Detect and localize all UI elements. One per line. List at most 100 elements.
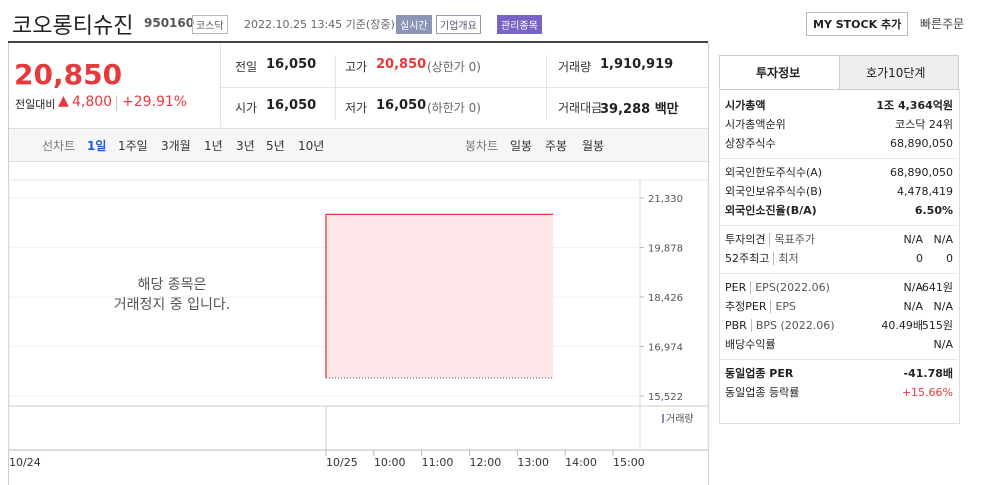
y-tick-label: 18,426 [648,293,683,304]
info-value: N/A [933,300,953,313]
period-tab[interactable]: 1주일 [118,139,148,153]
quote-note: (상한가 0) [427,60,481,74]
area [326,214,554,378]
quote-value: 16,050 [266,98,317,113]
info-row: 외국인한도주식수(A) 68,890,050 [725,164,953,182]
quote-note: (하한가 0) [427,101,481,115]
x-tick-label: 10/25 [326,456,358,469]
info-label: 동일업종 등락률 [725,386,800,399]
info-value: N/A [903,233,923,246]
change-label: 전일대비 [15,98,56,111]
info-label: 시가총액순위 [725,118,786,131]
quote-label: 시가 [235,101,258,115]
quote-value: 16,050 [376,98,427,113]
quote-label: 거래대금 [558,101,603,115]
rule [720,158,957,159]
rule [720,359,957,360]
market-badge: 코스닥 [192,15,228,34]
info-value: 0 [916,252,923,265]
stock-name: 코오롱티슈진 [12,14,134,39]
info-label: 외국인한도주식수(A) [725,166,823,179]
info-value: 6.50% [914,204,953,217]
period-tab[interactable]: 5년 [266,139,285,153]
quote-label: 고가 [345,60,368,74]
y-tick-label: 19,878 [648,244,683,255]
info-label: 외국인소진율(B/A) [725,204,817,217]
info-row: 추정PER EPS N/A N/A [725,298,953,316]
info-value: 40.49배 [881,319,923,332]
info-label: 52주최고 [725,252,770,265]
period-bar [9,128,708,162]
period-tab[interactable]: 1년 [204,139,223,153]
info-row: 투자의견 목표주가 N/A N/A [725,231,953,249]
info-label: 시가총액 [725,99,766,112]
chart: 21,330 19,878 18,426 16,974 15,522 10/25 10:00… [8,179,709,469]
info-value: N/A [933,233,953,246]
info-label: 최저 [773,252,799,265]
tab[interactable]: 호가10단계 [866,66,926,80]
info-row: 동일업종 PER -41.78배 [725,365,953,383]
info-value: -41.78배 [903,367,953,380]
info-row: 동일업종 등락률 +15.66% [725,384,953,402]
button[interactable]: 실시간 [396,15,432,34]
rule [221,87,708,88]
info-label: PBR [725,319,747,332]
period-tab[interactable]: 1일 [87,139,107,153]
info-label: 추정PER [725,300,767,313]
period-tab[interactable]: 일봉 [510,139,533,153]
period-tab[interactable]: 10년 [298,139,325,153]
info-value: 68,890,050 [890,137,953,150]
y-tick-label: 15,522 [648,392,683,403]
volume-legend [662,414,664,423]
period-tab[interactable]: 3개월 [161,139,191,153]
info-label: 동일업종 PER [725,367,794,380]
quote-value: 16,050 [266,57,317,72]
period-tab[interactable]: 월봉 [582,139,605,153]
quote-value: 1,910,919 [600,57,674,72]
notice: 거래정지 중 입니다. [114,297,230,313]
rule [8,41,708,43]
info-label: EPS [770,300,797,313]
x-tick-label: 15:00 [613,456,645,469]
mystock-button[interactable]: MY STOCK 추가 [806,12,909,36]
stock-code: 950160 [144,16,195,30]
info-box [719,89,960,424]
price-line [325,213,554,378]
info-value: 0 [946,252,953,265]
change-rate: +29.91% [122,94,188,110]
info-value: 코스닥 24위 [895,118,953,131]
info-label: BPS (2022.06) [750,319,835,332]
up-arrow: ▲ [58,93,69,109]
rule [720,225,957,226]
info-label: EPS(2022.06) [750,281,830,294]
info-label: 투자의견 [725,233,766,246]
info-value: 1조 4,364억원 [876,99,953,112]
quick-order[interactable]: 빠른주문 [920,17,965,31]
quote-label: 거래량 [558,60,592,74]
tab[interactable]: 투자정보 [756,66,801,80]
button[interactable]: 관리종목 [497,15,542,34]
info-value: N/A [903,281,923,294]
button[interactable]: 기업개요 [436,15,481,34]
info-value: N/A [903,300,923,313]
x-tick-label: 10:00 [374,456,406,469]
info-row: 시가총액순위 코스닥 24위 [725,116,953,134]
notice: 해당 종목은 [138,277,207,293]
quote-label: 저가 [345,101,368,115]
info-row: 시가총액 1조 4,364억원 [725,97,953,115]
info-value: +15.66% [901,386,953,399]
quote-value: 20,850 [376,57,427,72]
period-tab[interactable]: 3년 [236,139,255,153]
info-value: 68,890,050 [890,166,953,179]
period-label: 선차트 [42,139,76,153]
period-tab[interactable]: 주봉 [545,139,568,153]
info-label: 상장주식수 [725,137,776,150]
info-value: -641원 [917,281,953,294]
timestamp: 2022.10.25 13:45 기준(장중) [244,18,395,31]
change: 4,800 [72,94,113,110]
period-label: 봉차트 [465,139,499,153]
info-value: 4,478,419 [897,185,953,198]
info-label: 외국인보유주식수(B) [725,185,823,198]
info-label: 배당수익률 [725,338,776,351]
info-row: 52주최고 최저 0 0 [725,250,953,268]
